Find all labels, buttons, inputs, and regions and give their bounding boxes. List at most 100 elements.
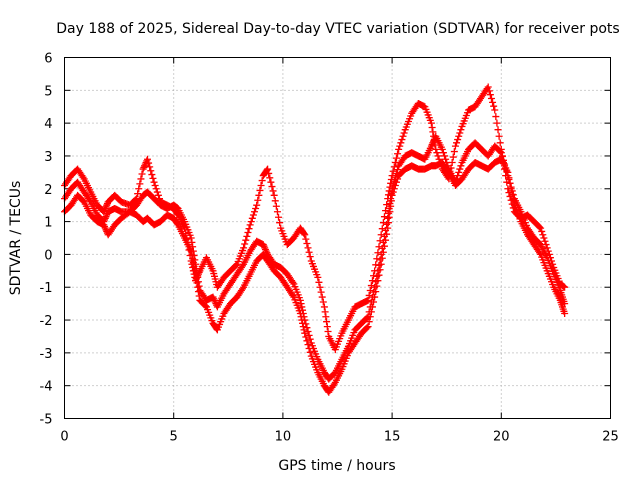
- data-point-interp: [272, 202, 280, 210]
- data-point: [139, 165, 147, 173]
- y-axis-label: SDTVAR / TECUs: [8, 181, 24, 296]
- y-tick-label: -5: [40, 413, 53, 428]
- series-trace-c: [61, 132, 569, 383]
- x-tick-label: 0: [60, 430, 68, 445]
- data-point-interp: [508, 200, 516, 208]
- data-point-interp: [366, 287, 374, 295]
- data-point-interp: [268, 183, 276, 191]
- data-point-interp: [453, 139, 461, 147]
- data-point-interp: [304, 328, 312, 336]
- data-point-interp: [146, 163, 154, 171]
- data-point: [427, 142, 435, 150]
- data-point-interp: [385, 204, 393, 212]
- data-point-interp: [383, 201, 391, 209]
- data-point-interp: [368, 293, 376, 301]
- y-tick-label: 1: [44, 216, 52, 231]
- data-point-interp: [456, 165, 464, 173]
- data-point: [504, 185, 512, 193]
- data-point: [445, 175, 453, 183]
- data-point-interp: [489, 98, 497, 106]
- data-point-interp: [195, 282, 203, 290]
- data-point: [246, 221, 254, 229]
- data-point-interp: [396, 142, 404, 150]
- data-point-interp: [380, 232, 388, 240]
- grid: [64, 57, 611, 419]
- data-point: [314, 273, 322, 281]
- data-point: [371, 283, 379, 291]
- data-point-interp: [442, 155, 450, 163]
- data-point: [438, 145, 446, 153]
- data-point-interp: [190, 252, 198, 260]
- data-point-interp: [501, 160, 509, 168]
- data-point-interp: [398, 136, 406, 144]
- data-point-interp: [365, 291, 373, 299]
- data-point-interp: [232, 261, 240, 269]
- data-point-interp: [267, 178, 275, 186]
- data-point-interp: [391, 173, 399, 181]
- data-point-interp: [257, 181, 265, 189]
- data-point-interp: [304, 341, 312, 349]
- data-point-interp: [101, 216, 109, 224]
- data-point-interp: [289, 278, 297, 286]
- data-point-interp: [315, 278, 323, 286]
- plot-frame: [64, 57, 611, 419]
- data-point: [296, 296, 304, 304]
- data-point-interp: [86, 196, 94, 204]
- data-point-interp: [508, 187, 516, 195]
- data-point-interp: [378, 225, 386, 233]
- data-point-interp: [541, 237, 549, 245]
- data-point-interp: [189, 247, 197, 255]
- data-point: [150, 178, 158, 186]
- data-point-interp: [245, 225, 253, 233]
- data-point-interp: [389, 181, 397, 189]
- data-point-interp: [244, 229, 252, 237]
- data-point: [187, 257, 195, 265]
- data-point-interp: [367, 298, 375, 306]
- data-point-interp: [249, 211, 257, 219]
- y-tick-label: -2: [40, 314, 53, 329]
- y-tick-label: 0: [44, 248, 52, 263]
- data-point-interp: [502, 164, 510, 172]
- data-point-interp: [302, 235, 310, 243]
- data-point-interp: [379, 219, 387, 227]
- data-point-interp: [299, 309, 307, 317]
- data-point-interp: [149, 174, 157, 182]
- data-point-interp: [503, 168, 511, 176]
- data-point-interp: [384, 209, 392, 217]
- data-point-interp: [101, 214, 109, 222]
- data-point-interp: [101, 224, 109, 232]
- data-point-interp: [390, 177, 398, 185]
- data-point: [543, 244, 551, 252]
- data-point-interp: [276, 219, 284, 227]
- data-point-interp: [210, 296, 218, 304]
- data-point-interp: [454, 172, 462, 180]
- data-point-interp: [454, 136, 462, 144]
- data-point-interp: [392, 154, 400, 162]
- data-point-interp: [374, 267, 382, 275]
- data-point-interp: [375, 243, 383, 251]
- data-point-interp: [151, 181, 159, 189]
- data-point-interp: [457, 126, 465, 134]
- data-point-interp: [372, 278, 380, 286]
- data-point-interp: [363, 314, 371, 322]
- data-point-interp: [305, 248, 313, 256]
- data-point-interp: [318, 293, 326, 301]
- data-point-interp: [435, 155, 443, 163]
- data-point-interp: [496, 139, 504, 147]
- data-point-interp: [540, 234, 548, 242]
- y-tick-label: 3: [44, 150, 52, 165]
- data-point-interp: [330, 380, 338, 388]
- data-point-interp: [450, 148, 458, 156]
- data-point: [259, 241, 267, 249]
- data-point-interp: [536, 223, 544, 231]
- data-point-interp: [101, 223, 109, 231]
- data-point-interp: [433, 149, 441, 157]
- data-point-interp: [399, 132, 407, 140]
- x-tick-label: 20: [493, 430, 510, 445]
- data-point-interp: [210, 295, 218, 303]
- data-point: [377, 250, 385, 258]
- data-point-interp: [79, 173, 87, 181]
- data-point-interp: [453, 175, 461, 183]
- data-point-interp: [495, 132, 503, 140]
